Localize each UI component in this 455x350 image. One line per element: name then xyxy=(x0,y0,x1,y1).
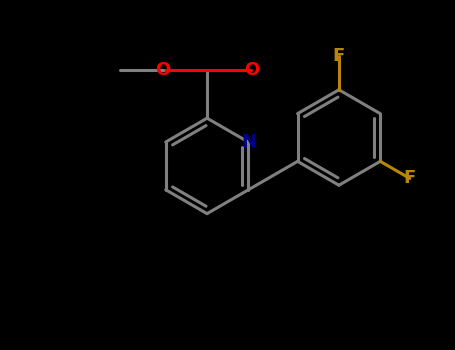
Text: N: N xyxy=(241,133,256,151)
Text: O: O xyxy=(244,61,259,79)
Text: O: O xyxy=(155,61,170,79)
Text: F: F xyxy=(333,47,345,65)
Text: F: F xyxy=(404,169,416,187)
